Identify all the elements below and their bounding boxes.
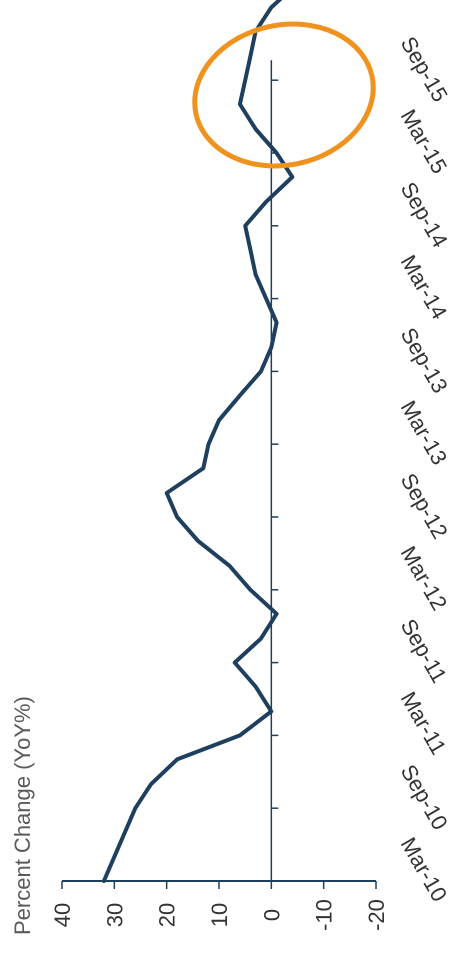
category-tick-label: Sep-14 — [396, 178, 453, 252]
category-tick-label: Mar-13 — [396, 396, 452, 469]
value-tick-label: 10 — [207, 903, 232, 927]
category-tick-label: Sep-11 — [396, 615, 452, 688]
highlight-ellipse — [192, 21, 376, 169]
value-axis-ticks: 40 30 20 10 0 -10 -20 — [50, 881, 389, 931]
series-layer — [101, 0, 295, 883]
y-axis-title: Percent Change (YoY%) — [10, 696, 35, 935]
category-tick-label: Mar-15 — [396, 105, 452, 178]
category-tick-label: Mar-12 — [396, 542, 452, 615]
value-tick-label: -20 — [364, 899, 389, 931]
category-tick-label: Sep-15 — [396, 32, 453, 106]
value-tick-label: 30 — [102, 903, 127, 927]
series-line — [101, 0, 295, 883]
value-tick-label: 40 — [50, 903, 75, 927]
category-tick-label: Sep-10 — [396, 760, 453, 834]
category-tick-label: Mar-11 — [396, 687, 452, 758]
value-tick-label: 20 — [155, 903, 180, 927]
category-tick-label: Sep-13 — [396, 323, 453, 397]
category-tick-label: Mar-14 — [396, 251, 452, 324]
chart-axes — [62, 60, 376, 882]
annotation-layer — [192, 21, 376, 169]
value-tick-label: 0 — [259, 909, 284, 921]
category-tick-label: Mar-10 — [396, 833, 452, 906]
category-tick-label: Sep-12 — [396, 469, 453, 543]
value-tick-label: -10 — [312, 899, 337, 931]
